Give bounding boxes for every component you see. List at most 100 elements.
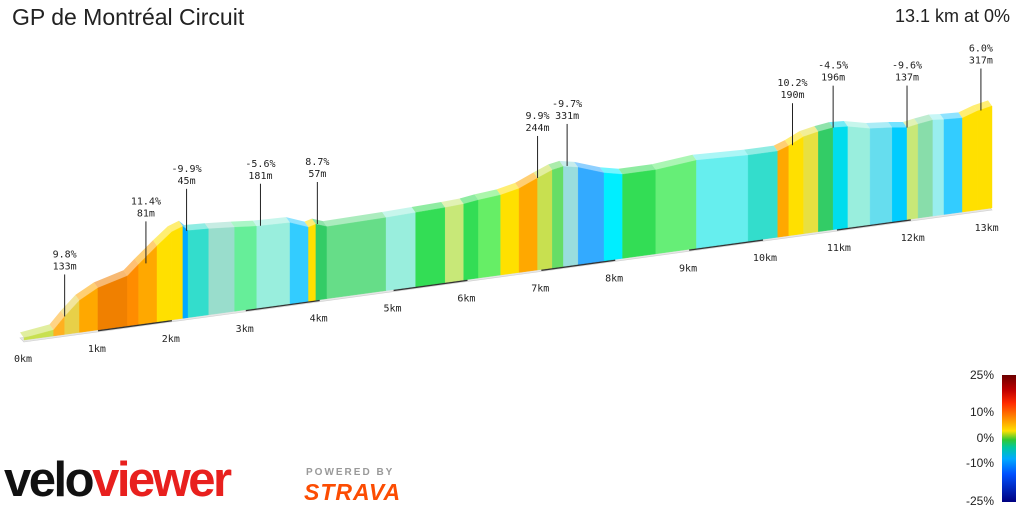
km-tick-label: 8km <box>605 273 623 284</box>
km-tick-label: 3km <box>236 324 254 335</box>
profile-top-surface <box>618 164 656 175</box>
km-tick-label: 4km <box>310 314 328 325</box>
km-tick-label: 10km <box>753 253 777 264</box>
page-title: GP de Montréal Circuit <box>12 4 245 30</box>
profile-segment <box>803 131 819 234</box>
profile-top-surface <box>888 121 908 128</box>
profile-segment <box>962 110 978 213</box>
annotation-distance: 331m <box>555 111 579 122</box>
profile-top-surface <box>286 217 309 228</box>
strava-logo: STRAVA <box>304 479 402 505</box>
profile-top-surface <box>459 194 479 205</box>
profile-segment <box>478 194 501 279</box>
profile-segment <box>563 166 579 267</box>
profile-top-surface <box>600 167 623 175</box>
profile-top-surface <box>304 218 316 228</box>
profile-top-surface <box>441 198 464 208</box>
profile-segment <box>444 203 464 283</box>
profile-segment <box>655 160 697 255</box>
km-tick-label: 11km <box>827 243 851 254</box>
profile-segment <box>208 227 235 316</box>
annotation-grade: 10.2% <box>777 78 807 89</box>
annotation-grade: -9.7% <box>552 99 582 110</box>
annotation-grade: 11.4% <box>131 196 161 207</box>
profile-segment <box>696 155 749 249</box>
km-tick-label: 0km <box>14 354 32 365</box>
profile-segment <box>777 145 789 238</box>
profile-top-surface <box>973 100 992 112</box>
profile-segment <box>977 105 993 211</box>
profile-top-surface <box>204 221 235 229</box>
profile-segment <box>832 126 849 230</box>
profile-top-surface <box>866 122 893 129</box>
profile-segment <box>788 136 804 236</box>
profile-top-surface <box>784 131 804 146</box>
annotation-distance: 196m <box>821 73 845 84</box>
profile-segment <box>943 117 963 215</box>
annotation-grade: 9.9% <box>526 111 550 122</box>
profile-segments <box>20 100 993 341</box>
profile-segment <box>906 123 919 220</box>
profile-top-surface <box>311 218 327 227</box>
legend-label-minus-25: -25% <box>965 494 994 508</box>
legend-label-0: 0% <box>976 431 994 445</box>
profile-segment <box>171 226 184 321</box>
km-tick-label: 1km <box>88 344 106 355</box>
profile-segment <box>156 231 172 323</box>
profile-top-surface <box>928 113 944 121</box>
logo-velo: velo <box>4 453 95 507</box>
profile-segment <box>415 207 446 287</box>
km-tick-label: 2km <box>162 334 180 345</box>
powered-by-label: POWERED BY <box>306 467 395 478</box>
profile-segment <box>315 223 328 301</box>
profile-top-surface <box>75 282 98 301</box>
profile-top-surface <box>184 223 209 231</box>
profile-segment <box>326 217 387 299</box>
profile-top-surface <box>60 294 80 317</box>
profile-segment <box>537 169 553 271</box>
profile-top-surface <box>49 310 65 330</box>
annotation-grade: -5.6% <box>245 159 275 170</box>
profile-segment <box>308 223 317 302</box>
annotation-grade: -9.9% <box>172 164 202 175</box>
profile-top-surface <box>123 258 139 276</box>
profile-segment <box>747 150 778 242</box>
profile-segment <box>869 127 893 225</box>
gradient-legend: 25% 10% 0% -10% -25% <box>958 368 1024 512</box>
profile-segment <box>577 167 605 265</box>
segment-annotations: 9.8%133m 11.4%81m -9.9%45m -5.6%181m 8.7%57m… <box>53 44 993 317</box>
profile-segment <box>847 126 871 228</box>
km-tick-label: 13km <box>975 223 999 234</box>
legend-label-25: 25% <box>969 368 994 382</box>
km-axis: 0km 1km 2km 3km 4km 5km 6km 7km 8km 9km 10km 11km 12… <box>14 223 999 365</box>
km-tick-label: 5km <box>383 304 401 315</box>
profile-segment <box>187 228 209 318</box>
profile-top-surface <box>548 160 564 170</box>
annotation-distance: 45m <box>178 176 196 187</box>
profile-top-surface <box>167 220 183 232</box>
profile-top-surface <box>843 121 871 129</box>
legend-label-minus-10: -10% <box>965 456 994 470</box>
annotation-distance: 57m <box>308 169 326 180</box>
annotation-grade: 8.7% <box>305 157 329 168</box>
annotation-distance: 81m <box>137 208 155 219</box>
profile-segment <box>892 127 908 222</box>
profile-segment <box>463 199 479 281</box>
annotation-distance: 244m <box>526 123 550 134</box>
profile-top-surface <box>939 112 963 120</box>
profile-segment <box>182 225 189 319</box>
annotation-grade: 6.0% <box>969 44 993 55</box>
profile-top-surface <box>153 226 172 246</box>
profile-top-surface <box>178 220 189 231</box>
profile-top-surface <box>829 121 848 128</box>
profile-top-surface <box>230 220 257 228</box>
profile-segment <box>818 127 834 232</box>
profile-top-surface <box>322 212 387 227</box>
logo-viewer: viewer <box>92 453 232 507</box>
profile-top-surface <box>496 182 520 196</box>
profile-top-surface <box>93 270 128 288</box>
profile-top-surface <box>773 140 789 152</box>
profile-top-surface <box>252 217 291 227</box>
profile-segment <box>932 119 945 217</box>
